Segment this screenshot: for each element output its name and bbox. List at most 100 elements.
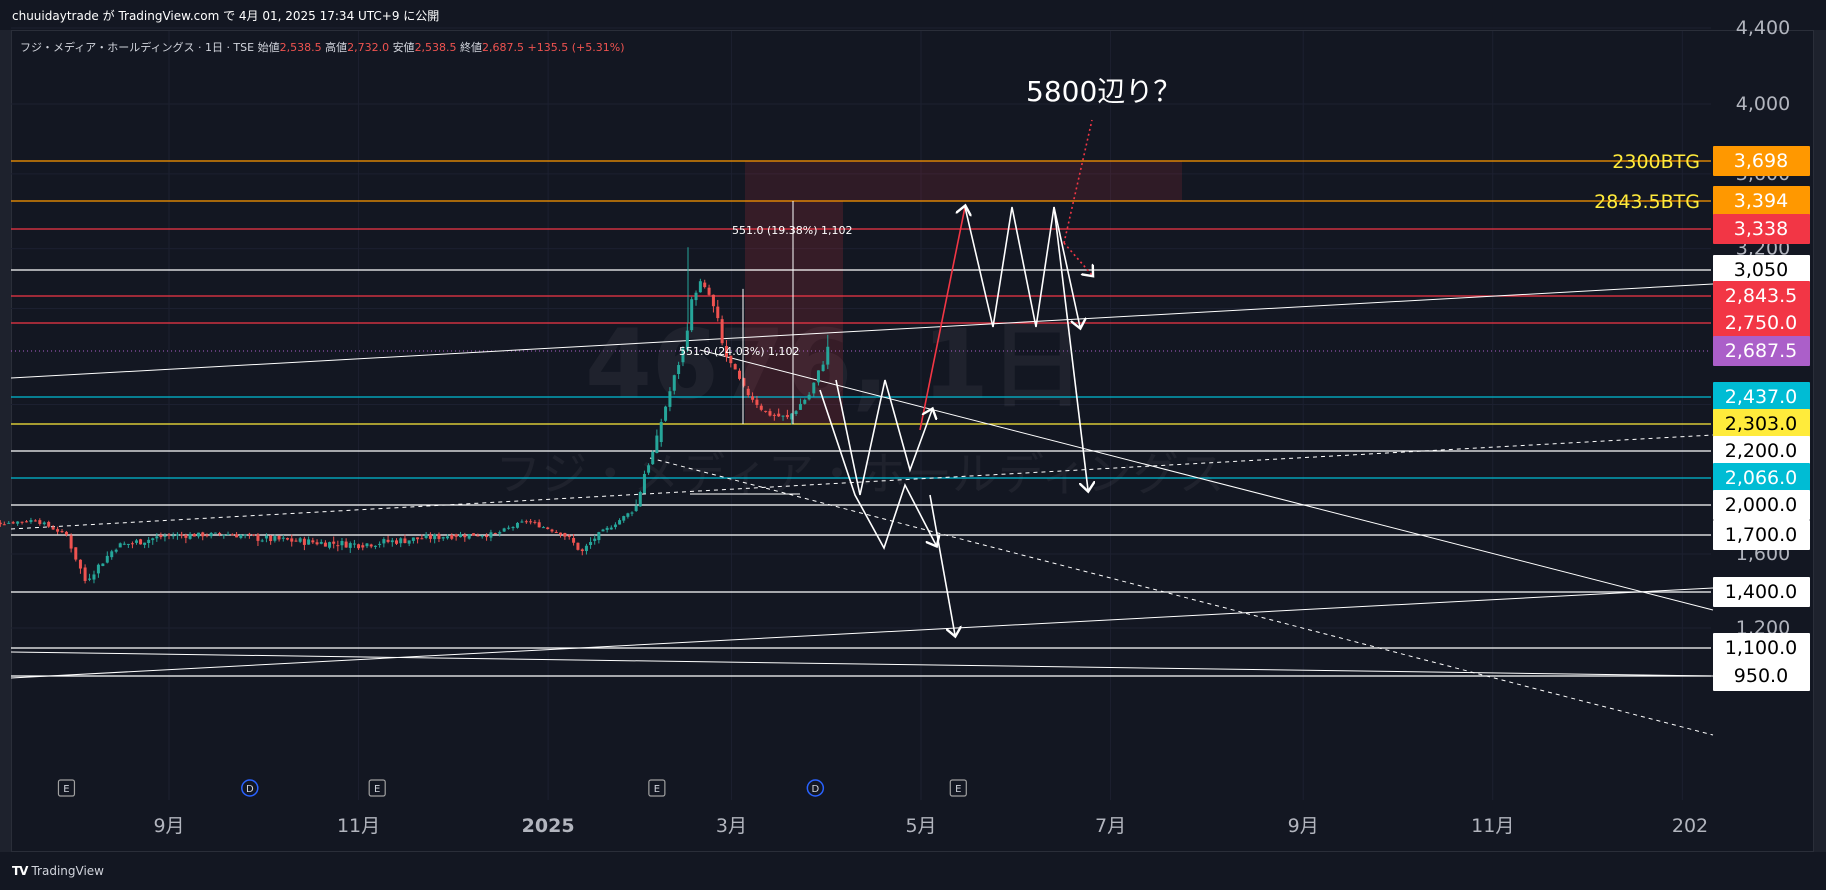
price-label-box (1713, 336, 1810, 366)
candle-body (707, 287, 711, 295)
candle-body (672, 375, 676, 391)
candle-body (159, 535, 163, 538)
candle-body (16, 521, 20, 524)
scenario-path-mid (835, 379, 932, 496)
candle-body (247, 533, 251, 535)
candle-body (507, 527, 511, 529)
candle-body (550, 529, 554, 532)
candle-body (733, 364, 737, 370)
candle-body (69, 535, 73, 549)
candle-body (420, 538, 424, 540)
candle-body (690, 299, 694, 331)
candle-body (768, 411, 772, 416)
candle-body (812, 382, 816, 394)
candle-body (290, 538, 294, 542)
x-axis-tick-label: 11月 (1471, 815, 1514, 837)
candle-body (256, 534, 260, 541)
candle-body (122, 543, 126, 545)
price-label-text: 1,400.0 (1725, 581, 1798, 603)
candle-body (742, 378, 746, 386)
tradingview-logo[interactable]: TV TradingView (12, 864, 104, 878)
event-marker-label: E (955, 784, 961, 795)
ohlc-value: 2,538.5 (280, 41, 325, 54)
chart-frame (11, 30, 1814, 852)
candle-body (593, 538, 597, 541)
candle-body (807, 394, 811, 400)
price-label-text: 950.0 (1734, 665, 1788, 687)
candle-body (390, 540, 394, 543)
candle-body (493, 533, 497, 535)
x-axis-tick-label: 202 (1672, 815, 1708, 837)
price-label-text: 2,750.0 (1725, 312, 1798, 334)
candle-body (235, 534, 239, 538)
y-axis-tick-label: 4,000 (1736, 93, 1790, 115)
candle-body (269, 535, 273, 542)
ohlc-label: 始値 (258, 40, 280, 54)
candle-body (96, 564, 100, 574)
dividend-marker (806, 779, 825, 797)
candle-body (572, 537, 576, 543)
candle-body (559, 532, 563, 535)
candle-body (126, 543, 130, 545)
price-label-box (1713, 409, 1810, 439)
candle-body (336, 545, 340, 547)
candle-body (724, 346, 728, 357)
candle-body (74, 547, 78, 560)
event-marker-label: D (246, 784, 254, 795)
price-label-box (1713, 463, 1810, 493)
candle-body (489, 532, 493, 538)
price-label-box (1713, 281, 1810, 311)
candle-body (759, 405, 763, 410)
candle-body (171, 535, 175, 537)
candle-body (576, 542, 580, 550)
candle-body (785, 414, 789, 418)
price-label-text: 2,843.5 (1725, 285, 1798, 307)
candle-body (25, 521, 29, 523)
candle-body (668, 391, 672, 407)
candle-body (609, 527, 613, 530)
y-axis-tick-label: 4,400 (1736, 17, 1790, 39)
candle-body (332, 541, 336, 544)
price-label-box (1713, 308, 1810, 338)
candle-body (664, 406, 668, 421)
candle-body (622, 516, 626, 521)
candle-body (260, 540, 264, 542)
candle-body (546, 527, 550, 530)
candle-body (399, 538, 403, 544)
candle-body (746, 388, 750, 396)
candle-body (554, 531, 558, 533)
price-label-text: 3,394 (1734, 190, 1788, 212)
candle-body (407, 540, 411, 544)
candle-body (751, 396, 755, 400)
candle-body (60, 531, 64, 533)
price-label-box (1713, 382, 1810, 412)
candle-body (502, 528, 506, 532)
candle-body (694, 292, 698, 301)
price-label-box (1713, 490, 1810, 520)
candle-body (655, 435, 659, 454)
candle-body (307, 539, 311, 545)
candle-body (243, 534, 247, 536)
x-axis-tick-label: 9月 (1288, 815, 1319, 837)
candle-body (685, 330, 689, 350)
price-label-text: 2,303.0 (1725, 413, 1798, 435)
candle-body (302, 538, 306, 545)
price-label-box (1713, 520, 1810, 550)
price-label-text: 3,050 (1734, 259, 1788, 281)
trendline-upper (10, 283, 1714, 379)
candle-body (764, 410, 768, 412)
publish-info: chuuidaytrade が TradingView.com で 4月 01,… (12, 9, 440, 23)
earnings-marker (57, 779, 76, 797)
candle-body (83, 567, 87, 581)
candle-body (163, 535, 167, 537)
scenario-path-deep (929, 494, 955, 635)
candle-body (298, 538, 302, 542)
candle-body (433, 534, 437, 540)
resistance-zone (745, 161, 1182, 201)
earnings-marker (648, 779, 666, 797)
candle-body (130, 543, 134, 545)
candle-body (213, 532, 217, 534)
candle-body (416, 537, 420, 540)
candle-body (563, 532, 567, 537)
